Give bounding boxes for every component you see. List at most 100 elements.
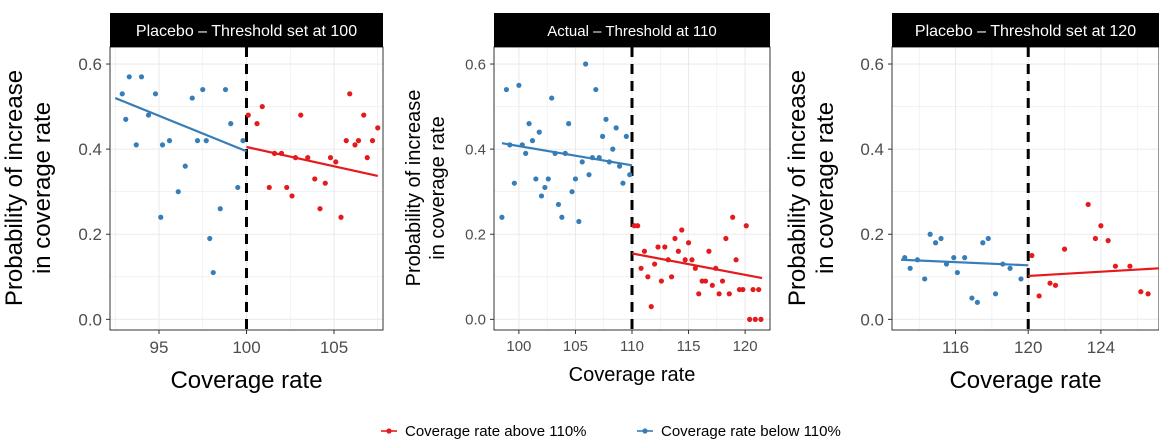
point-below: [536, 129, 542, 135]
point-below: [907, 265, 913, 271]
y-axis-title: Probability of increasein coverage rate: [784, 70, 839, 306]
point-below: [207, 235, 213, 242]
point-above: [1052, 282, 1059, 288]
x-axis-title: Coverage rate: [949, 367, 1101, 394]
point-above: [1105, 238, 1111, 244]
point-below: [516, 82, 522, 88]
point-above: [723, 235, 729, 242]
point-above: [1112, 263, 1119, 269]
point-above: [1085, 201, 1091, 208]
point-above: [730, 214, 736, 220]
point-below: [969, 295, 975, 301]
point-above: [1138, 289, 1144, 295]
panel-border: [891, 46, 1159, 331]
data-layer: [499, 47, 764, 330]
point-below: [599, 133, 606, 139]
point-above: [1047, 280, 1053, 286]
point-above: [322, 180, 328, 186]
strip-title: Placebo – Threshold set at 100: [136, 23, 357, 40]
point-below: [133, 142, 139, 148]
x-axis-title: Coverage rate: [569, 364, 696, 386]
point-below: [974, 299, 980, 305]
point-above: [327, 155, 334, 161]
point-above: [709, 282, 715, 288]
point-below: [579, 159, 585, 165]
point-above: [347, 91, 353, 97]
point-above: [750, 286, 756, 293]
point-above: [305, 155, 311, 161]
y-tick-label: 0.2: [465, 226, 486, 243]
point-above: [758, 316, 764, 322]
y-tick-label: 0.2: [78, 225, 102, 244]
point-below: [555, 201, 562, 208]
point-below: [951, 255, 957, 261]
legend-key-point: [386, 428, 392, 434]
point-below: [962, 255, 968, 261]
point-above: [645, 274, 651, 280]
y-tick-label: 0.4: [860, 140, 884, 159]
y-axis-title-line: Probability of increase: [403, 90, 425, 287]
point-below: [138, 74, 145, 80]
point-below: [566, 121, 572, 127]
x-tick-label: 124: [1087, 338, 1115, 357]
fit-line-above: [1028, 267, 1159, 278]
y-tick-label: 0.4: [465, 141, 486, 158]
point-above: [756, 286, 762, 293]
panel-3: Placebo – Threshold set at 120 0.0 0.2 0.4 0…: [784, 13, 1159, 394]
point-below: [189, 95, 195, 101]
x-tick-label: 110: [620, 338, 644, 355]
legend-key-point: [642, 428, 648, 434]
point-above: [266, 184, 272, 191]
gridlines: [892, 47, 1159, 330]
point-below: [123, 116, 129, 122]
point-below: [985, 235, 991, 242]
point-above: [655, 244, 661, 250]
point-above: [355, 138, 362, 144]
data-layer: [901, 47, 1159, 330]
fit-line-below: [901, 258, 1029, 267]
point-above: [743, 223, 749, 229]
point-below: [235, 184, 241, 191]
point-above: [259, 103, 265, 110]
point-above: [635, 223, 641, 229]
y-tick-label: 0.6: [860, 55, 884, 74]
x-tick-label: 105: [563, 338, 588, 355]
strip-background: [110, 13, 383, 47]
point-below: [523, 150, 529, 156]
point-above: [679, 227, 685, 233]
point-below: [569, 189, 575, 195]
point-below: [1007, 265, 1013, 271]
point-below: [938, 235, 944, 242]
point-above: [245, 112, 251, 118]
point-above: [1036, 293, 1042, 299]
y-axis-title-line: in coverage rate: [29, 102, 56, 274]
point-below: [586, 172, 592, 178]
point-below: [126, 74, 132, 80]
y-axis-title-line: in coverage rate: [812, 102, 839, 274]
point-below: [152, 91, 159, 97]
point-above: [733, 257, 739, 263]
panel-2: Actual – Threshold at 110 0.0 0.2 0.4 0.6 100…: [403, 13, 771, 386]
point-above: [312, 176, 318, 182]
data-layer: [114, 47, 381, 330]
point-below: [610, 146, 616, 152]
point-below: [222, 86, 229, 93]
point-above: [369, 138, 376, 144]
point-above: [298, 112, 304, 118]
legend-label: Coverage rate below 110%: [661, 423, 841, 440]
strip-title: Actual – Threshold at 110: [547, 23, 717, 40]
point-below: [545, 176, 551, 182]
point-above: [375, 125, 381, 131]
y-tick-label: 0.0: [465, 312, 486, 329]
y-axis-title-line: in coverage rate: [427, 116, 449, 259]
point-below: [954, 269, 960, 276]
strip-background: [892, 13, 1159, 47]
point-below: [240, 138, 246, 144]
point-below: [980, 240, 986, 246]
point-above: [716, 291, 722, 297]
x-tick-label: 115: [677, 338, 701, 355]
point-below: [542, 184, 548, 191]
point-above: [289, 193, 295, 199]
point-below: [175, 189, 181, 195]
